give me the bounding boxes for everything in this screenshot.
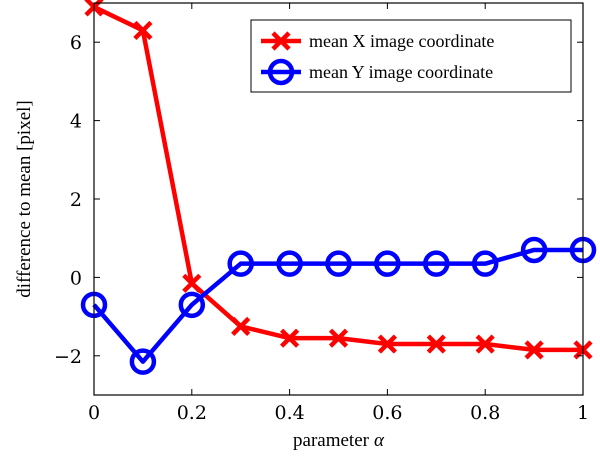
y-tick-label: 2	[70, 189, 82, 211]
data-point	[524, 340, 544, 360]
legend-label: mean Y image coordinate	[309, 62, 493, 82]
x-tick-label: 0.8	[470, 402, 500, 424]
data-point	[231, 316, 251, 336]
circle-marker	[520, 236, 548, 264]
legend: mean X image coordinate mean Y image coor…	[250, 19, 572, 93]
y-tick-label: 4	[70, 111, 82, 133]
x-marker-stroke	[271, 31, 291, 51]
data-point	[426, 334, 446, 354]
data-point	[227, 250, 254, 277]
x-tick-label: 0.6	[372, 402, 402, 424]
y-tick-label: −2	[54, 346, 82, 368]
data-point	[423, 250, 450, 277]
legend-label: mean X image coordinate	[309, 31, 494, 51]
data-point	[325, 250, 352, 277]
circle-marker	[129, 348, 157, 375]
circle-marker	[423, 250, 450, 277]
series-mean-x	[84, 0, 593, 360]
circle-marker	[471, 250, 499, 277]
x-tick-label: 0	[88, 402, 100, 424]
x-marker-stroke	[182, 273, 202, 293]
x-tick-label: 0.4	[274, 402, 304, 424]
x-tick-label: 1	[577, 402, 589, 424]
circle-marker	[227, 250, 254, 277]
circle-marker	[178, 291, 206, 319]
circle-marker	[325, 250, 352, 277]
data-point	[374, 250, 401, 277]
circle-marker	[374, 250, 401, 277]
legend-box	[250, 19, 572, 93]
x-axis-label: parameter α	[293, 430, 385, 451]
data-point	[133, 20, 153, 41]
data-point	[182, 273, 202, 293]
series-line	[92, 247, 583, 364]
y-axis-label: difference to mean [pixel]	[14, 100, 35, 297]
x-axis-label-text: parameter	[293, 430, 370, 451]
data-point	[471, 250, 499, 277]
data-point	[475, 334, 495, 354]
data-point	[520, 236, 548, 264]
x-axis-symbol: α	[374, 430, 385, 451]
x-marker-stroke	[328, 328, 349, 348]
x-marker-stroke	[280, 328, 300, 348]
legend-entry: mean X image coordinate	[261, 31, 494, 51]
x-marker-stroke	[231, 316, 251, 336]
y-tick-label: 6	[70, 32, 82, 54]
x-marker-stroke	[524, 340, 544, 360]
x-marker-stroke	[475, 334, 495, 354]
data-point	[129, 348, 157, 375]
x-marker-stroke	[426, 334, 446, 354]
series-mean-y	[80, 236, 597, 375]
series-layer	[80, 0, 597, 375]
legend-entry: mean Y image coordinate	[261, 58, 493, 86]
data-point	[280, 328, 300, 348]
data-point	[328, 328, 349, 348]
data-point	[276, 250, 303, 277]
data-point	[178, 291, 206, 319]
x-marker-stroke	[133, 20, 153, 41]
ticks-layer: 0 0.2 0.4 0.6 0.8 1 −2 0 2 4 6	[54, 3, 589, 424]
data-point	[377, 334, 397, 354]
x-tick-label: 0.2	[177, 402, 207, 424]
circle-marker	[276, 250, 303, 277]
circle-marker	[267, 58, 295, 86]
y-tick-label: 0	[70, 267, 82, 289]
x-marker-stroke	[377, 334, 397, 354]
